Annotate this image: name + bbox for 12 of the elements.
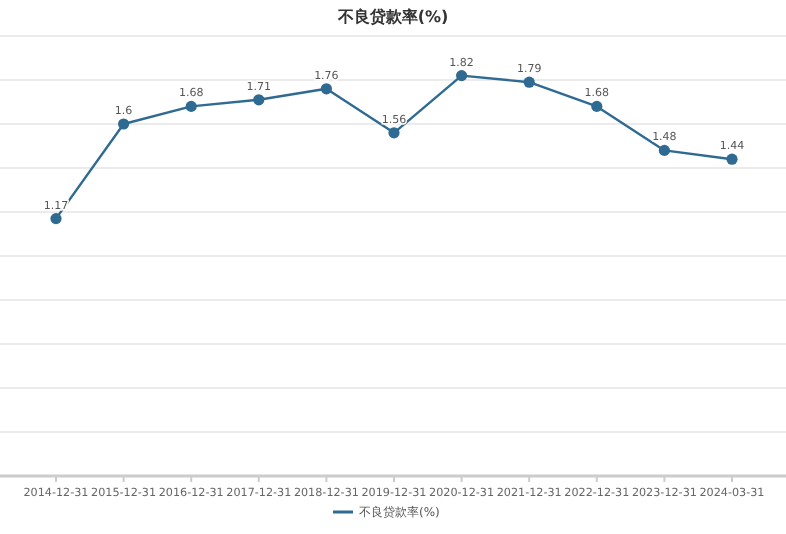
point <box>523 76 535 88</box>
chart-title: 不良贷款率(%) <box>335 6 449 26</box>
point <box>185 100 197 112</box>
point <box>591 100 603 112</box>
point <box>456 70 468 82</box>
point <box>658 144 670 156</box>
point <box>320 83 332 95</box>
point <box>118 118 130 130</box>
point <box>50 213 62 225</box>
point <box>253 94 265 106</box>
point <box>388 127 400 139</box>
point <box>726 153 738 165</box>
